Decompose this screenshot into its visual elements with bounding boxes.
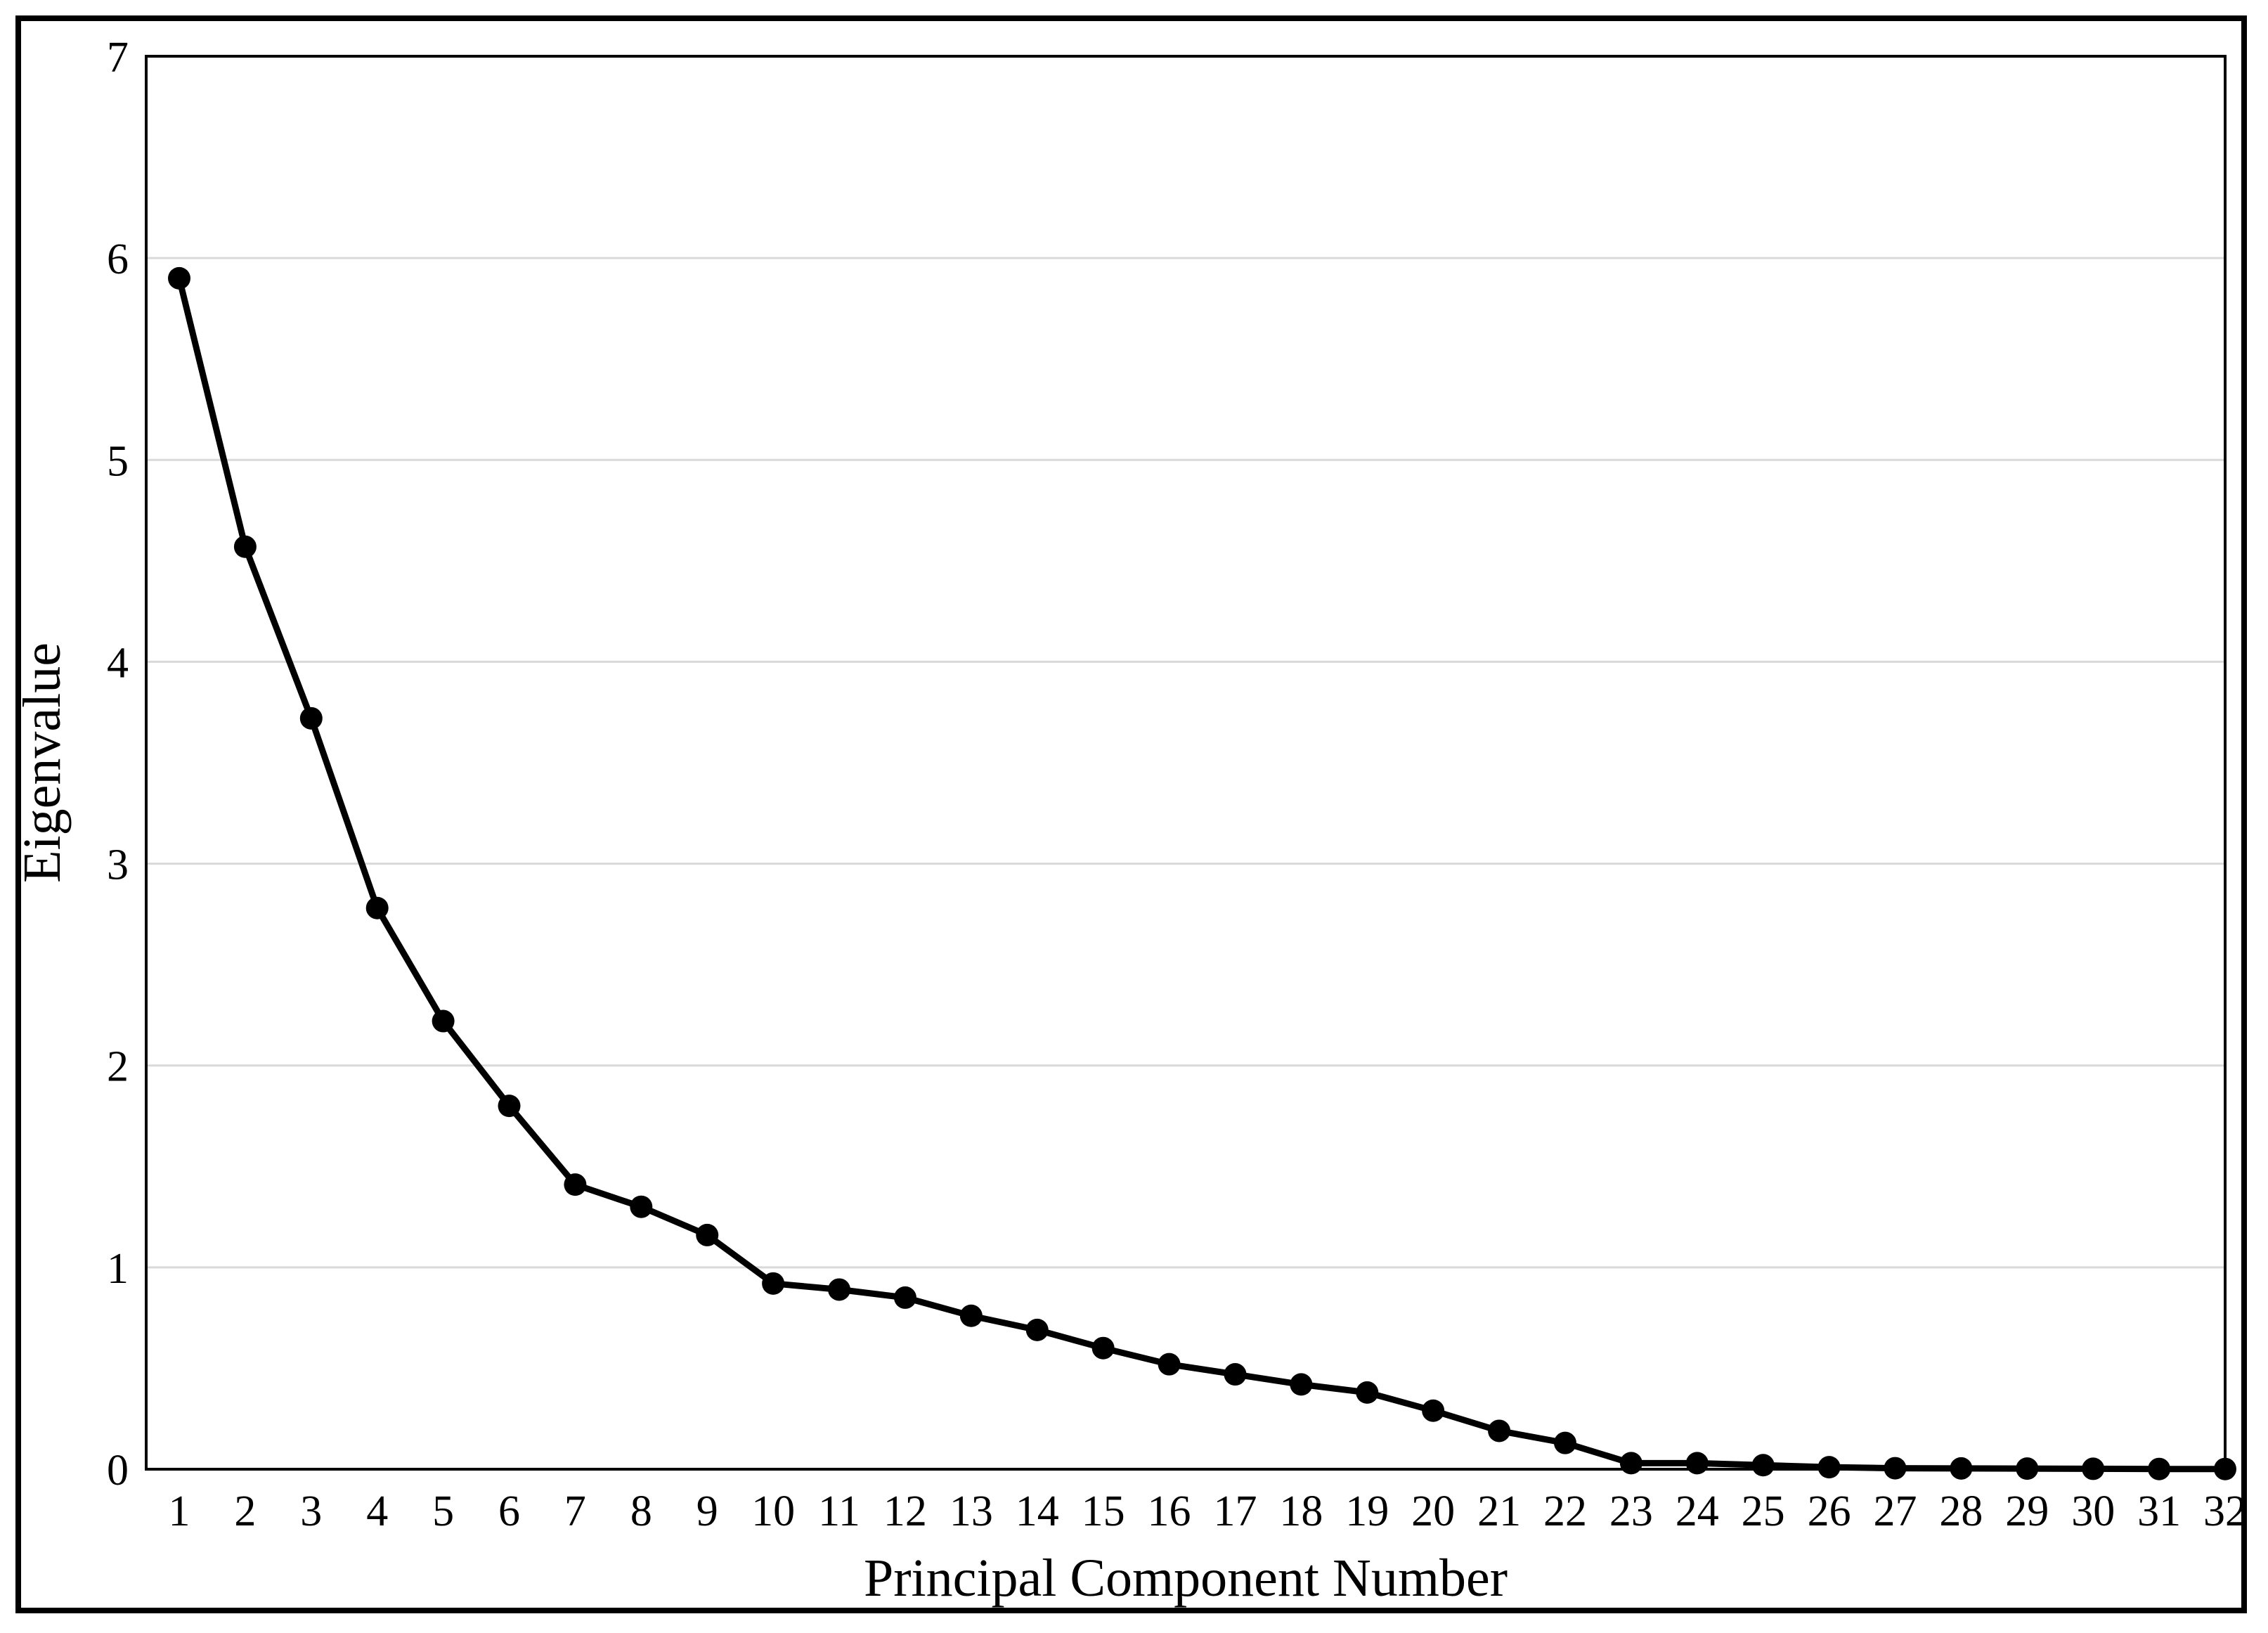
data-point bbox=[893, 1286, 916, 1309]
data-point bbox=[299, 706, 323, 730]
x-tick-label: 4 bbox=[366, 1487, 388, 1535]
y-tick-label: 4 bbox=[107, 639, 129, 687]
x-tick-label: 23 bbox=[1609, 1487, 1653, 1535]
data-point bbox=[1290, 1373, 1313, 1396]
y-tick-label: 0 bbox=[107, 1447, 129, 1495]
x-tick-label: 29 bbox=[2005, 1487, 2049, 1535]
x-tick-label: 13 bbox=[950, 1487, 993, 1535]
x-tick-label: 21 bbox=[1477, 1487, 1521, 1535]
data-point bbox=[630, 1195, 653, 1218]
plot-area bbox=[145, 55, 2227, 1471]
x-tick-label: 25 bbox=[1742, 1487, 1785, 1535]
x-tick-label: 32 bbox=[2203, 1487, 2247, 1535]
x-tick-label: 5 bbox=[432, 1487, 454, 1535]
x-tick-label: 1 bbox=[169, 1487, 190, 1535]
x-axis-title: Principal Component Number bbox=[864, 1549, 1508, 1608]
x-tick-label: 9 bbox=[696, 1487, 718, 1535]
x-tick-label: 30 bbox=[2071, 1487, 2115, 1535]
y-axis-title: Eigenvalue bbox=[13, 643, 72, 883]
x-tick-label: 28 bbox=[1939, 1487, 1983, 1535]
data-point bbox=[2016, 1457, 2039, 1480]
data-point bbox=[168, 266, 190, 290]
x-tick-label: 3 bbox=[300, 1487, 322, 1535]
data-points bbox=[168, 266, 2236, 1480]
y-tick-label: 7 bbox=[107, 34, 129, 82]
x-tick-label: 8 bbox=[630, 1487, 652, 1535]
data-point bbox=[1553, 1431, 1576, 1454]
data-point bbox=[1158, 1353, 1181, 1376]
data-point bbox=[1422, 1399, 1445, 1422]
x-tick-label: 20 bbox=[1411, 1487, 1455, 1535]
x-tick-label: 11 bbox=[818, 1487, 860, 1535]
x-tick-label: 12 bbox=[883, 1487, 927, 1535]
data-point bbox=[1025, 1318, 1049, 1341]
y-tick-label: 3 bbox=[107, 841, 129, 889]
data-point bbox=[959, 1304, 983, 1327]
y-tick-label: 5 bbox=[107, 437, 129, 485]
x-axis-ticks: 1 2 3 4 5 6 7 8 9 10 11 12 13 14 15 16 17 18 19 20 21 22 23 24 2… bbox=[169, 1487, 2248, 1535]
data-point bbox=[498, 1095, 521, 1118]
x-tick-label: 17 bbox=[1213, 1487, 1257, 1535]
data-point bbox=[365, 896, 389, 919]
x-tick-label: 6 bbox=[498, 1487, 520, 1535]
x-tick-label: 22 bbox=[1543, 1487, 1587, 1535]
data-point bbox=[696, 1223, 719, 1246]
x-tick-label: 2 bbox=[234, 1487, 256, 1535]
y-tick-label: 6 bbox=[107, 235, 129, 283]
x-tick-label: 27 bbox=[1873, 1487, 1917, 1535]
data-point bbox=[828, 1278, 851, 1301]
x-tick-label: 18 bbox=[1279, 1487, 1323, 1535]
data-point bbox=[2082, 1457, 2105, 1480]
y-tick-label: 2 bbox=[107, 1043, 129, 1091]
data-point bbox=[1091, 1336, 1115, 1360]
x-tick-label: 14 bbox=[1016, 1487, 1059, 1535]
data-point bbox=[1817, 1456, 1841, 1479]
x-tick-label: 24 bbox=[1676, 1487, 1719, 1535]
eigenvalue-line bbox=[176, 277, 2225, 1473]
data-point bbox=[1619, 1452, 1642, 1475]
data-point bbox=[1224, 1363, 1247, 1386]
data-point bbox=[762, 1272, 785, 1295]
data-point bbox=[1488, 1419, 1511, 1442]
data-point bbox=[233, 535, 257, 558]
x-tick-label: 16 bbox=[1148, 1487, 1191, 1535]
data-point bbox=[1950, 1457, 1973, 1480]
x-tick-label: 19 bbox=[1345, 1487, 1389, 1535]
data-point bbox=[2214, 1457, 2236, 1480]
chart-frame bbox=[15, 15, 2247, 1613]
data-point bbox=[1356, 1381, 1379, 1404]
gridlines bbox=[146, 257, 2225, 1269]
y-tick-label: 1 bbox=[107, 1245, 129, 1293]
x-tick-label: 7 bbox=[564, 1487, 586, 1535]
x-tick-label: 15 bbox=[1082, 1487, 1125, 1535]
data-point bbox=[432, 1009, 455, 1033]
y-axis-ticks: 0 1 2 3 4 5 6 7 bbox=[107, 34, 129, 1495]
data-point bbox=[2148, 1457, 2171, 1480]
x-tick-label: 31 bbox=[2137, 1487, 2181, 1535]
data-point bbox=[1884, 1457, 1907, 1480]
data-point bbox=[1685, 1452, 1709, 1475]
x-tick-label: 10 bbox=[751, 1487, 795, 1535]
data-point bbox=[564, 1173, 587, 1196]
data-point bbox=[1751, 1454, 1775, 1477]
x-tick-label: 26 bbox=[1808, 1487, 1851, 1535]
